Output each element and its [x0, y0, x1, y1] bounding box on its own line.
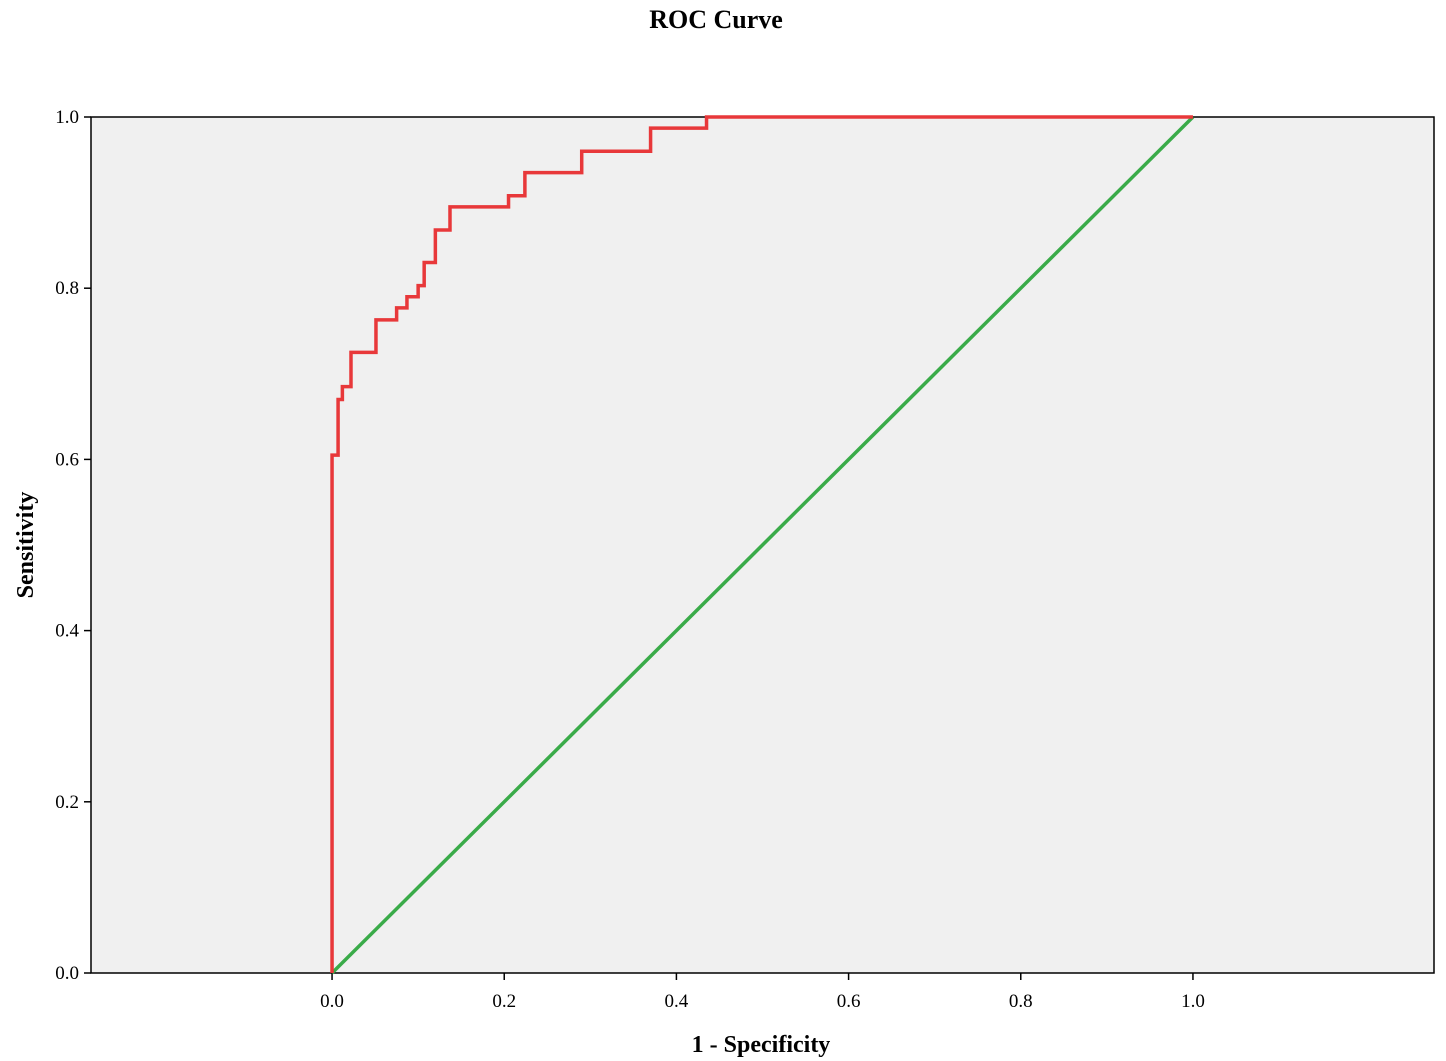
y-tick-label: 0.2 [55, 792, 79, 813]
x-axis-ticks: 0.0 0.2 0.4 0.6 0.8 1.0 [320, 973, 1205, 1012]
x-tick-label: 0.0 [320, 991, 344, 1012]
reference-diagonal-line [330, 115, 1195, 975]
y-axis-ticks: 0.0 0.2 0.4 0.6 0.8 1.0 [55, 107, 91, 984]
roc-curve-line [330, 115, 1193, 973]
x-tick-label: 0.4 [665, 991, 689, 1012]
x-tick-label: 1.0 [1181, 991, 1205, 1012]
y-tick-label: 1.0 [55, 107, 79, 128]
x-tick-label: 0.2 [492, 991, 516, 1012]
y-tick-label: 0.6 [55, 449, 79, 470]
x-tick-label: 0.6 [837, 991, 861, 1012]
chart-title: ROC Curve [649, 5, 783, 34]
y-axis-title: Sensitivity [13, 492, 39, 599]
y-tick-label: 0.4 [55, 621, 79, 642]
y-tick-label: 0.0 [55, 963, 79, 984]
y-tick-label: 0.8 [55, 278, 79, 299]
series-layer [330, 115, 1195, 975]
x-tick-label: 0.8 [1009, 991, 1033, 1012]
x-axis-title: 1 - Specificity [692, 1032, 831, 1058]
